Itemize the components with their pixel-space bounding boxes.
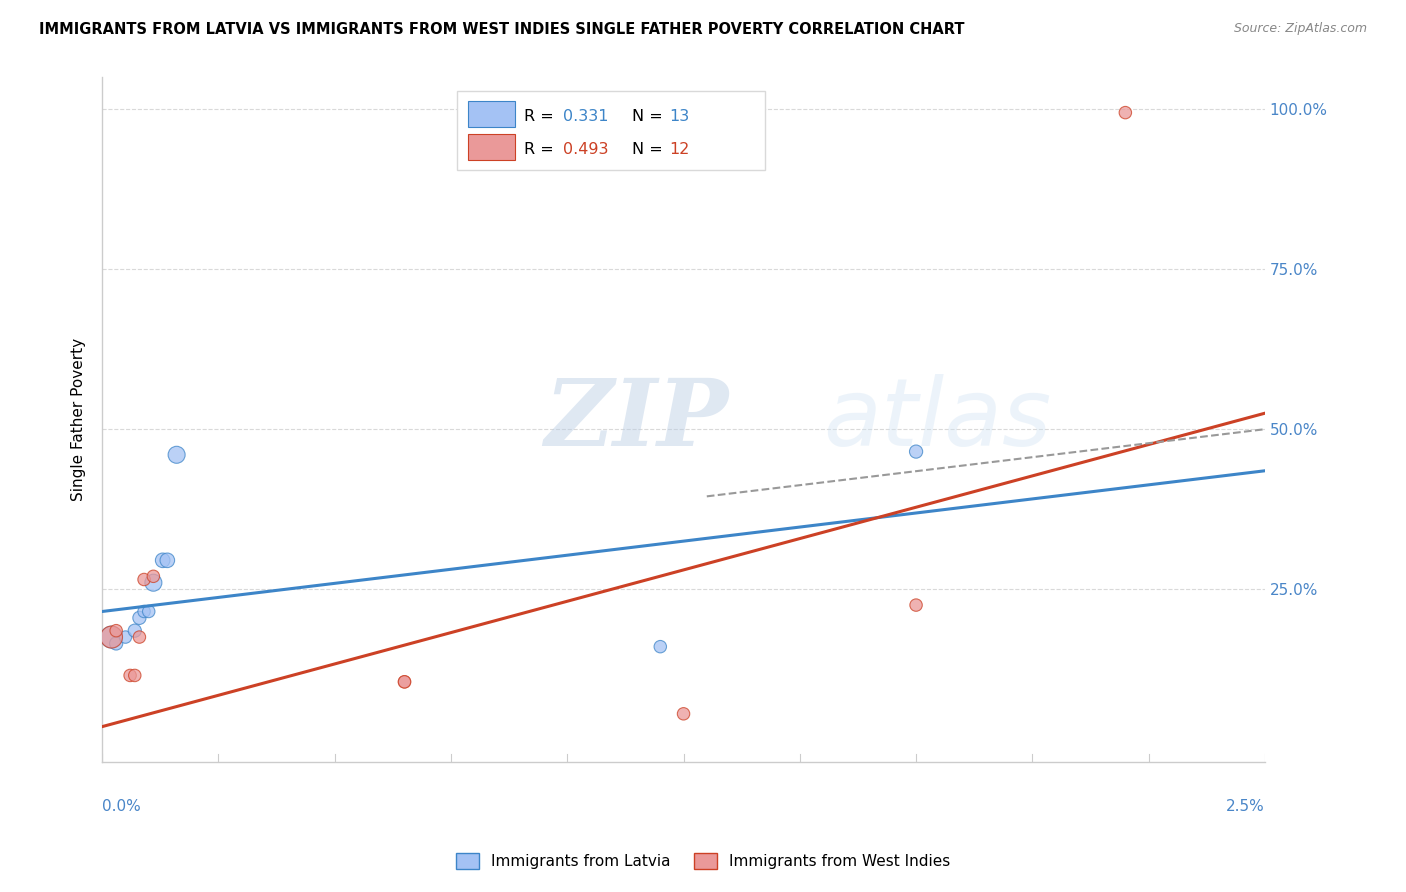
Text: N =: N = [633,142,668,157]
Point [128,630,150,644]
Legend: Immigrants from Latvia, Immigrants from West Indies: Immigrants from Latvia, Immigrants from … [450,847,956,875]
Point [124,668,146,682]
Point [105,636,128,650]
Point [105,624,128,638]
Text: 0.0%: 0.0% [103,799,141,814]
Point [905,598,928,612]
Text: 13: 13 [669,109,690,124]
Point [132,605,155,619]
Text: N =: N = [633,109,668,124]
FancyBboxPatch shape [468,102,515,128]
Point [905,444,928,458]
Point [120,668,142,682]
Point [156,553,179,567]
Point [672,706,695,721]
Point [394,674,416,689]
Point [142,569,165,583]
Text: Source: ZipAtlas.com: Source: ZipAtlas.com [1233,22,1367,36]
Y-axis label: Single Father Poverty: Single Father Poverty [72,338,86,501]
Text: atlas: atlas [823,374,1052,465]
Point [152,553,174,567]
Point [100,630,122,644]
Text: 0.331: 0.331 [562,109,609,124]
Point [138,605,160,619]
Point [114,630,136,644]
Point [128,611,150,625]
Text: R =: R = [524,142,560,157]
Point [650,640,672,654]
Text: ZIP: ZIP [544,375,728,465]
FancyBboxPatch shape [457,91,765,169]
Point [132,573,155,587]
Point [100,630,122,644]
Point [394,674,416,689]
Point [124,624,146,638]
Point [166,448,188,462]
Point [142,575,165,590]
Point [1114,105,1136,120]
Text: IMMIGRANTS FROM LATVIA VS IMMIGRANTS FROM WEST INDIES SINGLE FATHER POVERTY CORR: IMMIGRANTS FROM LATVIA VS IMMIGRANTS FRO… [39,22,965,37]
FancyBboxPatch shape [468,134,515,160]
Text: R =: R = [524,109,560,124]
Text: 2.5%: 2.5% [1226,799,1265,814]
Text: 0.493: 0.493 [562,142,609,157]
Text: 12: 12 [669,142,690,157]
